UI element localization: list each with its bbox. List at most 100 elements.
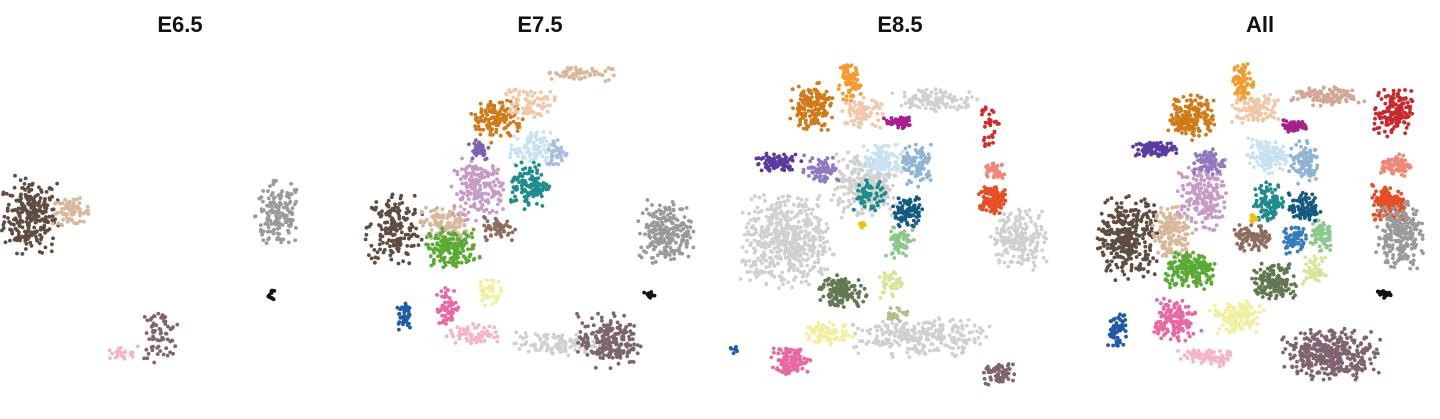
cell-point	[38, 196, 43, 201]
cell-point	[871, 166, 875, 171]
cell-point	[896, 205, 900, 210]
cell-cluster	[478, 278, 503, 308]
cell-point	[467, 177, 472, 182]
cell-point	[901, 236, 906, 240]
cell-point	[7, 238, 12, 243]
cell-point	[50, 194, 55, 199]
cell-point	[872, 197, 877, 201]
cell-point	[820, 230, 825, 235]
cell-point	[848, 202, 853, 207]
cell-point	[34, 220, 38, 225]
cell-point	[858, 167, 862, 172]
cell-point	[916, 218, 921, 223]
cell-point	[476, 332, 481, 336]
cell-point	[147, 337, 152, 341]
cell-point	[648, 243, 653, 248]
cell-point	[900, 207, 905, 211]
cell-point	[873, 124, 878, 128]
cell-point	[955, 107, 960, 112]
cell-point	[752, 250, 757, 255]
cell-point	[803, 98, 807, 102]
cell-point	[493, 216, 498, 221]
cell-point	[816, 254, 820, 258]
cell-point	[498, 231, 503, 236]
cell-point	[142, 315, 147, 319]
cell-point	[1034, 245, 1039, 249]
cell-point	[899, 120, 903, 125]
cell-point	[499, 289, 503, 294]
cell-point	[775, 261, 780, 266]
cell-point	[852, 155, 857, 160]
cell-point	[535, 168, 539, 173]
cell-point	[952, 97, 956, 102]
cell-point	[476, 207, 481, 212]
cell-point	[902, 229, 907, 234]
cell-point	[745, 238, 749, 243]
cell-point	[945, 101, 950, 106]
cell-point	[851, 207, 856, 212]
cell-point	[5, 209, 10, 213]
cell-point	[24, 241, 29, 246]
cell-point	[967, 337, 972, 342]
cell-point	[889, 116, 894, 120]
cell-point	[960, 323, 965, 328]
cell-point	[790, 87, 795, 92]
cell-point	[811, 207, 815, 212]
cell-point	[118, 346, 123, 350]
cell-point	[911, 218, 916, 223]
cell-point	[108, 356, 112, 360]
cell-point	[852, 167, 857, 172]
cell-point	[454, 225, 458, 230]
cell-point	[1010, 237, 1015, 242]
cell-point	[654, 228, 658, 233]
cell-point	[531, 110, 536, 114]
cell-point	[813, 245, 817, 250]
cell-point	[277, 232, 282, 236]
cell-point	[535, 181, 540, 185]
cell-point	[648, 213, 653, 217]
cell-point	[777, 286, 781, 290]
cell-point	[531, 160, 536, 165]
cell-point	[823, 178, 828, 183]
cell-point	[266, 225, 271, 230]
cell-point	[1032, 235, 1037, 240]
cell-point	[887, 332, 892, 337]
cell-point	[926, 327, 931, 331]
cell-point	[653, 260, 658, 264]
cell-point	[583, 75, 587, 80]
cell-point	[607, 326, 612, 331]
cell-point	[906, 340, 910, 344]
cell-point	[521, 106, 525, 111]
cell-point	[511, 134, 516, 139]
cell-point	[882, 165, 887, 170]
cell-point	[37, 219, 42, 223]
cell-point	[895, 163, 900, 168]
cell-point	[875, 111, 880, 116]
cell-cluster	[851, 178, 888, 213]
cell-point	[751, 226, 756, 230]
cell-point	[793, 228, 798, 233]
cell-point	[812, 116, 817, 121]
cell-point	[902, 90, 907, 95]
cell-point	[801, 167, 806, 172]
cell-point	[940, 98, 944, 102]
cell-point	[493, 118, 498, 123]
cell-point	[926, 169, 931, 174]
cell-point	[144, 347, 149, 352]
cell-point	[506, 123, 510, 128]
cell-point	[1017, 236, 1022, 241]
cell-point	[441, 314, 446, 318]
cell-point	[862, 204, 867, 209]
cell-cluster	[891, 195, 925, 229]
cell-point	[853, 103, 858, 108]
cell-point	[596, 311, 600, 316]
cell-point	[565, 69, 570, 74]
cell-point	[691, 245, 696, 250]
cell-point	[948, 105, 953, 109]
cell-point	[823, 113, 828, 118]
cell-point	[113, 355, 118, 360]
cell-point	[375, 250, 380, 255]
cell-point	[621, 337, 626, 342]
cell-point	[459, 233, 463, 237]
cell-point	[476, 124, 481, 129]
